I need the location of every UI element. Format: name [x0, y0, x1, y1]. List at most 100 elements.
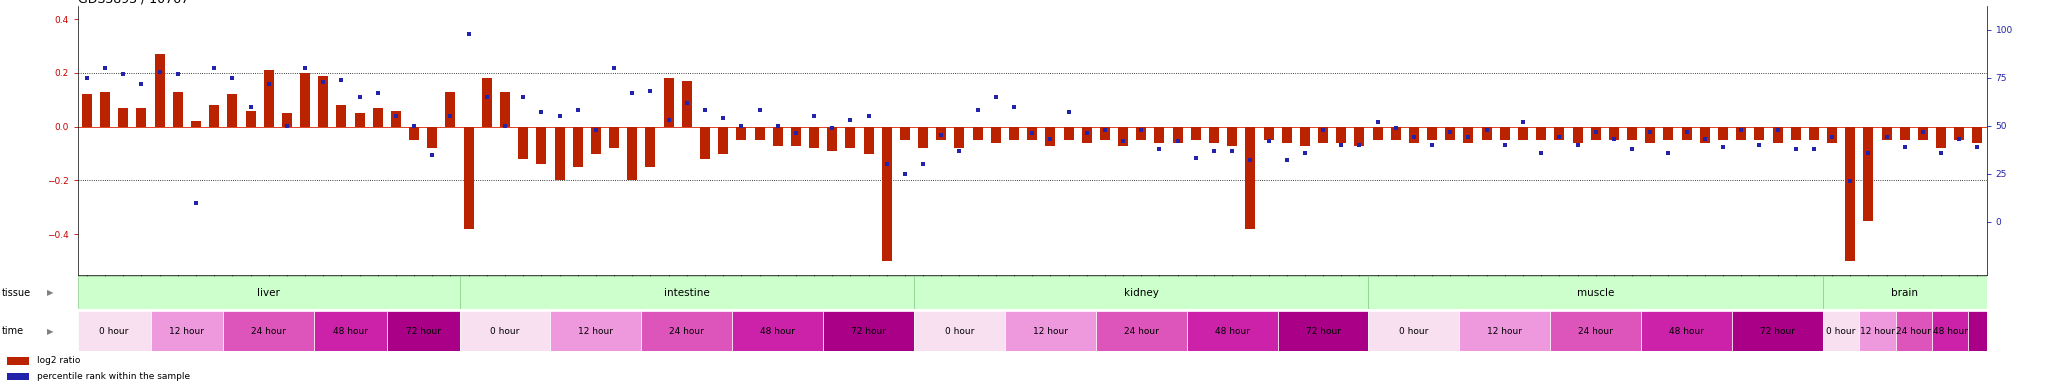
Bar	[913, 311, 1006, 351]
Bar	[737, 127, 745, 140]
Text: 12 hour: 12 hour	[170, 327, 205, 336]
Text: 12 hour: 12 hour	[1032, 327, 1067, 336]
Bar	[246, 111, 256, 127]
Point	[1561, 142, 1593, 148]
Bar	[1446, 127, 1456, 140]
Bar	[190, 121, 201, 127]
Point	[1526, 150, 1559, 156]
Text: kidney: kidney	[1124, 288, 1159, 298]
Bar	[1319, 127, 1327, 143]
Point	[1343, 142, 1376, 148]
Point	[1307, 127, 1339, 133]
Point	[1597, 136, 1630, 142]
Bar	[1640, 311, 1733, 351]
Point	[1688, 136, 1720, 142]
Point	[1798, 146, 1831, 152]
Text: 72 hour: 72 hour	[406, 327, 440, 336]
Text: ▶: ▶	[47, 288, 53, 297]
Text: intestine: intestine	[664, 288, 711, 298]
Point	[543, 113, 575, 119]
Bar	[1264, 127, 1274, 140]
Text: 48 hour: 48 hour	[334, 327, 369, 336]
Bar	[1409, 127, 1419, 143]
Text: 24 hour: 24 hour	[670, 327, 705, 336]
Point	[326, 77, 358, 83]
Bar	[1737, 127, 1747, 140]
Bar	[1972, 127, 1982, 143]
Bar	[481, 78, 492, 127]
Bar	[627, 127, 637, 180]
Bar	[1278, 311, 1368, 351]
Point	[1888, 144, 1921, 150]
Point	[1833, 179, 1866, 185]
Bar	[700, 127, 711, 159]
Point	[1288, 150, 1321, 156]
Bar	[918, 127, 928, 148]
Bar	[537, 127, 547, 164]
Bar	[463, 127, 473, 229]
Point	[180, 200, 213, 206]
Point	[489, 123, 522, 129]
Point	[997, 104, 1030, 110]
Point	[1634, 129, 1667, 135]
Text: liver: liver	[258, 288, 281, 298]
Point	[635, 88, 668, 94]
Bar	[446, 92, 455, 127]
Bar	[336, 105, 346, 127]
Bar	[1155, 127, 1165, 143]
Bar	[592, 127, 600, 154]
Bar	[1354, 127, 1364, 146]
Text: 48 hour: 48 hour	[760, 327, 795, 336]
Bar	[313, 311, 387, 351]
Bar	[459, 311, 551, 351]
Bar	[1300, 127, 1311, 146]
Point	[1053, 109, 1085, 116]
Point	[1016, 131, 1049, 137]
Bar	[1010, 127, 1020, 140]
Point	[852, 113, 885, 119]
Text: 12 hour: 12 hour	[1487, 327, 1522, 336]
Bar	[1882, 127, 1892, 140]
Bar	[719, 127, 729, 154]
Text: 48 hour: 48 hour	[1933, 327, 1968, 336]
Point	[1034, 136, 1067, 142]
Point	[1325, 142, 1358, 148]
Bar	[1700, 127, 1710, 143]
Point	[1489, 142, 1522, 148]
Bar	[1464, 127, 1473, 143]
Bar	[864, 127, 874, 154]
Text: 48 hour: 48 hour	[1214, 327, 1249, 336]
Bar	[459, 276, 913, 309]
Bar	[1554, 127, 1565, 140]
Bar	[823, 311, 913, 351]
Bar	[1368, 311, 1460, 351]
Bar	[1028, 127, 1036, 140]
Bar	[137, 108, 147, 127]
Bar	[1174, 127, 1182, 143]
Bar	[809, 127, 819, 148]
Text: 24 hour: 24 hour	[1579, 327, 1614, 336]
Point	[1434, 129, 1466, 135]
Point	[471, 94, 504, 100]
Point	[561, 108, 594, 114]
Bar	[223, 311, 313, 351]
Bar	[1499, 127, 1509, 140]
Bar	[317, 76, 328, 127]
Bar	[1044, 127, 1055, 146]
Point	[889, 171, 922, 177]
Point	[616, 90, 649, 96]
Point	[1743, 142, 1776, 148]
Bar	[682, 81, 692, 127]
Point	[434, 113, 467, 119]
Point	[780, 131, 813, 137]
Bar	[827, 127, 838, 151]
Point	[1161, 138, 1194, 144]
Bar	[645, 127, 655, 167]
Bar	[1681, 127, 1692, 140]
Bar	[1245, 127, 1255, 229]
Bar	[301, 73, 309, 127]
Bar	[354, 113, 365, 127]
Bar	[883, 127, 891, 261]
Point	[233, 104, 266, 110]
Point	[870, 161, 903, 167]
